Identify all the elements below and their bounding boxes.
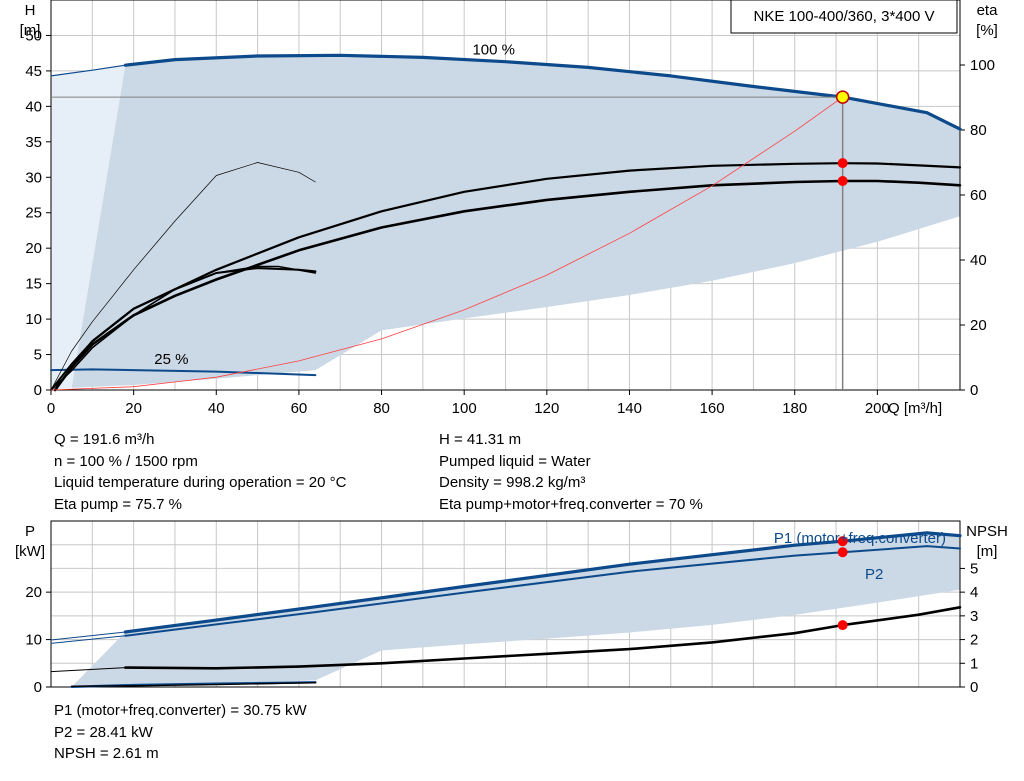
- series-eta_motor_pump: [53, 179, 962, 392]
- power-operating-marker: [837, 536, 848, 547]
- info-liquid-temp: Liquid temperature during operation = 20…: [54, 474, 347, 491]
- y-tick-label: 20: [25, 584, 42, 601]
- series-system_curve: [50, 96, 844, 391]
- y2-tick-label: 4: [970, 584, 978, 601]
- y-axis-unit: [kW]: [15, 543, 45, 560]
- series-head_max: [123, 53, 962, 131]
- y-tick-label: 10: [25, 632, 42, 649]
- x-axis-label: Q [m³/h]: [888, 400, 942, 417]
- eta-operating-marker: [837, 158, 848, 169]
- x-tick-label: 40: [208, 400, 225, 417]
- info-block-power: P1 (motor+freq.converter) = 30.75 kW P2 …: [54, 700, 307, 765]
- y2-tick-label: 20: [970, 317, 987, 334]
- info-eta-pump: Eta pump = 75.7 %: [54, 495, 182, 513]
- y-tick-label: 40: [25, 98, 42, 115]
- y2-tick-label: 100: [970, 57, 995, 74]
- y2-tick-label: 3: [970, 608, 978, 625]
- info-p1: P1 (motor+freq.converter) = 30.75 kW: [54, 702, 307, 719]
- y-tick-label: 10: [25, 311, 42, 328]
- y2-tick-label: 0: [970, 679, 978, 696]
- y2-tick-label: 80: [970, 122, 987, 139]
- y2-tick-label: 5: [970, 560, 978, 577]
- speed-annotation: 100 %: [472, 42, 515, 59]
- chart-title: NKE 100-400/360, 3*400 V: [754, 8, 935, 25]
- series-p1_max: [123, 531, 962, 634]
- info-head: H = 41.31 m: [439, 431, 522, 448]
- info-block-right: H = 41.31 m Pumped liquid = Water Densit…: [439, 429, 703, 515]
- x-tick-label: 180: [782, 400, 807, 417]
- y-tick-label: 5: [34, 347, 42, 364]
- power-operating-marker: [837, 620, 848, 631]
- y2-axis-label: eta: [977, 2, 999, 19]
- series-head_max_ext: [50, 64, 126, 77]
- speed-annotation: 25 %: [154, 351, 188, 368]
- y-tick-label: 30: [25, 169, 42, 186]
- series-npsh_ext: [50, 667, 126, 673]
- power-operating-marker: [837, 547, 848, 558]
- y2-axis-label: NPSH: [966, 523, 1008, 540]
- y-tick-label: 0: [34, 382, 42, 399]
- operating-region: [71, 55, 960, 388]
- x-tick-label: 140: [617, 400, 642, 417]
- y2-tick-label: 2: [970, 632, 978, 649]
- title-box: [730, 0, 958, 34]
- info-p2: P2 = 28.41 kW: [54, 723, 153, 741]
- duty-point-marker: [835, 90, 850, 104]
- y2-tick-label: 0: [970, 382, 978, 399]
- eta-operating-marker: [837, 176, 848, 187]
- x-tick-label: 160: [700, 400, 725, 417]
- series-head_min: [50, 368, 317, 377]
- x-tick-label: 60: [291, 400, 308, 417]
- y2-tick-label: 40: [970, 252, 987, 269]
- y-tick-label: 45: [25, 63, 42, 80]
- info-density: Density = 998.2 kg/m³: [439, 474, 586, 491]
- y2-axis-unit: [%]: [976, 22, 998, 39]
- legend-p1: P1 (motor+freq.converter): [774, 530, 946, 547]
- y-axis-label: H: [25, 2, 36, 19]
- y-tick-label: 15: [25, 276, 42, 293]
- y2-axis-unit: [m]: [977, 543, 998, 560]
- series-eta_min_speed_b: [50, 267, 317, 391]
- info-block-left: Q = 191.6 m³/h n = 100 % / 1500 rpm Liqu…: [54, 429, 346, 515]
- x-tick-label: 100: [452, 400, 477, 417]
- x-tick-label: 200: [865, 400, 890, 417]
- y-tick-label: 25: [25, 205, 42, 222]
- info-pumped-liquid: Pumped liquid = Water: [439, 452, 591, 470]
- y-tick-label: 50: [25, 27, 42, 44]
- y2-tick-label: 1: [970, 655, 978, 672]
- series-npsh: [124, 606, 962, 670]
- info-npsh: NPSH = 2.61 m: [54, 745, 159, 762]
- plot-frame: [50, 520, 961, 688]
- light-operating-region: [51, 65, 126, 390]
- y-axis-unit: [m]: [20, 22, 41, 39]
- series-eta_min_speed_thin: [50, 162, 316, 391]
- power-npsh-chart: 0 10 20 0 1 2 3 4 5 P [kW] NPSH [m] P1 (motor+freq.co…: [15, 520, 1008, 696]
- y-tick-label: 0: [34, 679, 42, 696]
- y-tick-label: 20: [25, 240, 42, 257]
- series-npsh_min: [71, 682, 317, 687]
- y2-tick-label: 60: [970, 187, 987, 204]
- legend-p2: P2: [865, 566, 883, 583]
- info-eta-total: Eta pump+motor+freq.converter = 70 %: [439, 495, 703, 513]
- series-p1_ext: [50, 631, 126, 641]
- x-tick-label: 120: [534, 400, 559, 417]
- series-p2_ext: [50, 635, 126, 644]
- info-flow: Q = 191.6 m³/h: [54, 431, 155, 448]
- head-efficiency-chart: 0 5 10 15 20 25 30 35 40 45 50 0 20 40 60 80 100 0 20 40 60 8…: [20, 0, 999, 417]
- x-tick-label: 0: [47, 400, 55, 417]
- y-axis-label: P: [25, 523, 35, 540]
- series-p2_max: [124, 545, 961, 637]
- operating-region: [71, 532, 960, 687]
- info-speed: n = 100 % / 1500 rpm: [54, 452, 198, 470]
- x-tick-label: 20: [125, 400, 142, 417]
- y-tick-label: 35: [25, 134, 42, 151]
- x-tick-label: 80: [373, 400, 390, 417]
